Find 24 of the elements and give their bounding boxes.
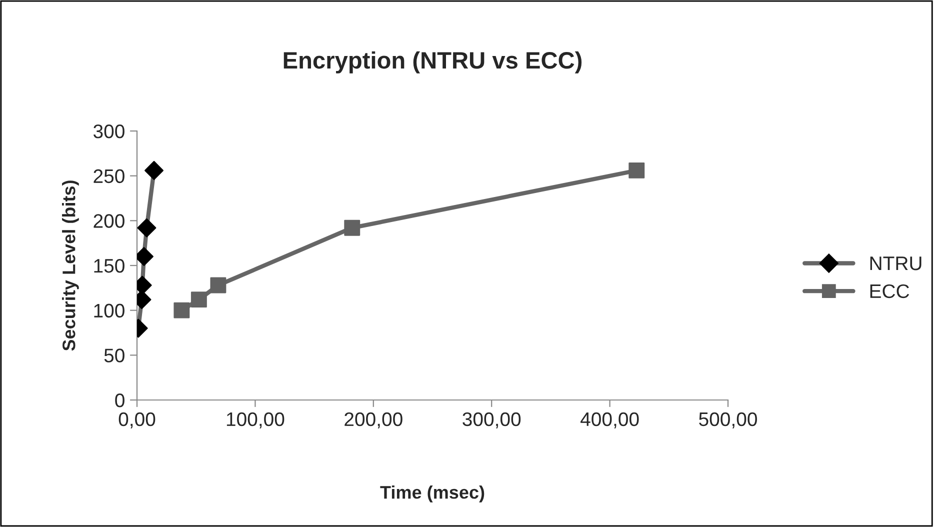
- x-tick-label: 0,00: [118, 412, 156, 428]
- chart-title: Encryption (NTRU vs ECC): [284, 51, 582, 74]
- x-tick-label: 300,00: [462, 412, 521, 428]
- y-tick-label: 150: [94, 258, 124, 273]
- y-tick-label: 100: [94, 304, 124, 318]
- point: [190, 292, 207, 308]
- y-tick-label: 300: [93, 124, 124, 138]
- legend-label: NTRU: [870, 256, 922, 270]
- point: [344, 220, 360, 236]
- point: [210, 277, 226, 294]
- legend-label: ECC: [870, 284, 910, 298]
- y-tick-label: 250: [94, 169, 124, 184]
- point: [137, 247, 154, 266]
- x-axis-title: Time (msec): [380, 485, 484, 502]
- y-axis-title: Security Level (bits): [62, 180, 79, 351]
- x-tick-label: 100,00: [226, 412, 284, 428]
- y-tick-label: 50: [104, 348, 124, 362]
- x-tick-label: 200,00: [344, 412, 402, 428]
- y-tick-label: 0: [115, 393, 124, 408]
- point: [174, 302, 190, 318]
- point: [628, 162, 645, 178]
- y-tick-label: 200: [94, 214, 124, 228]
- x-tick-label: 500,00: [699, 412, 757, 428]
- x-tick-label: 400,00: [580, 412, 639, 428]
